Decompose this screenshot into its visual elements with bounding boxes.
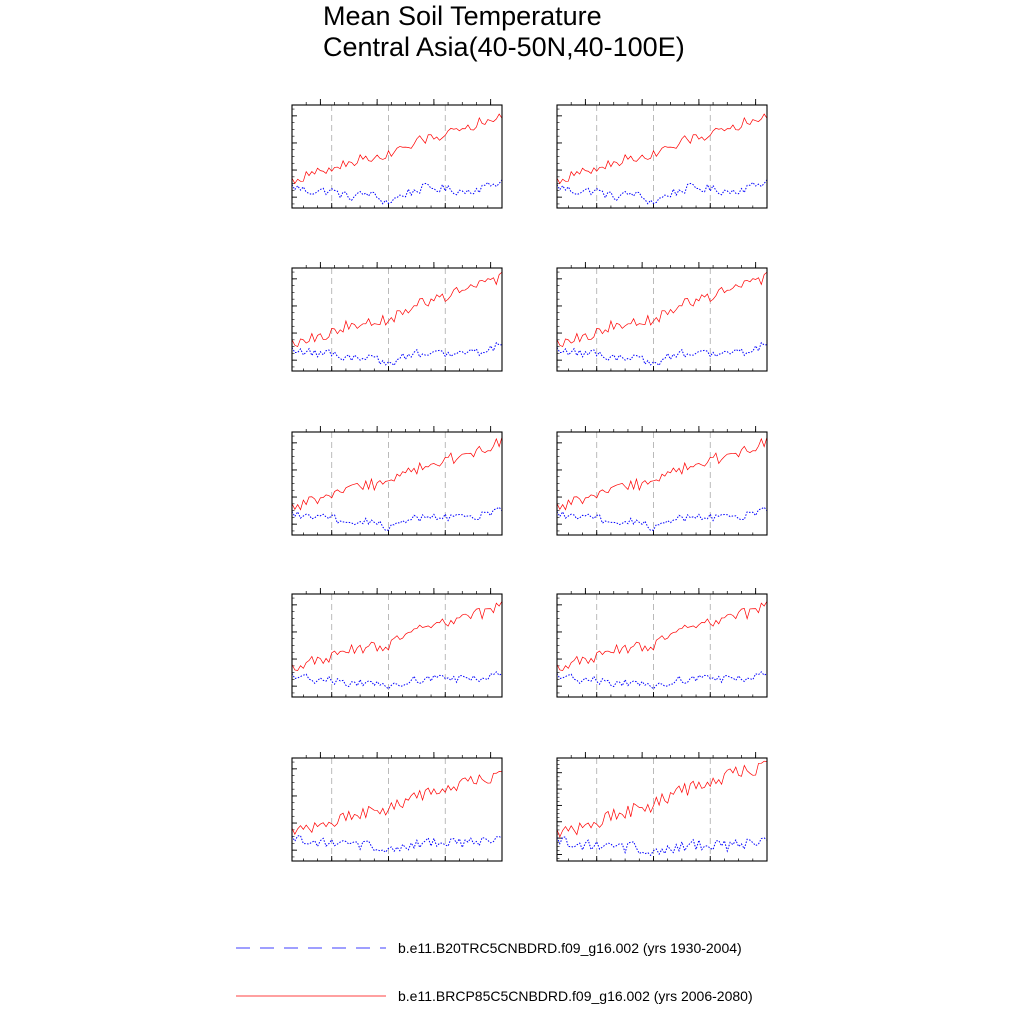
series-line-historical	[291, 835, 503, 853]
panel-1	[291, 99, 503, 209]
plot-frame	[291, 431, 503, 536]
panel-6	[556, 426, 768, 536]
series-line-future	[556, 601, 768, 671]
chart-title-line1: Mean Soil Temperature	[323, 1, 602, 31]
series-line-future	[556, 113, 768, 185]
legend: b.e11.B20TRC5CNBDRD.f09_g16.002 (yrs 193…	[236, 940, 753, 1004]
series-line-historical	[291, 671, 503, 690]
series-line-future	[291, 113, 503, 185]
panel-10	[556, 752, 768, 862]
series-line-historical	[556, 341, 768, 367]
series-line-future	[291, 601, 503, 671]
series-line-historical	[556, 671, 768, 690]
chart-title-line2: Central Asia(40-50N,40-100E)	[323, 32, 685, 62]
series-line-historical	[556, 506, 768, 532]
panel-8	[556, 588, 768, 698]
series-line-historical	[291, 506, 503, 532]
panel-3	[291, 262, 503, 372]
panel-4	[556, 262, 768, 372]
series-line-historical	[556, 836, 768, 857]
plot-frame	[291, 104, 503, 209]
plot-frame	[291, 593, 503, 698]
series-line-future	[556, 271, 768, 348]
panel-grid	[291, 99, 768, 862]
plot-frame	[556, 757, 768, 862]
series-line-historical	[291, 341, 503, 367]
series-line-historical	[291, 179, 503, 205]
series-line-future	[291, 271, 503, 348]
panel-9	[291, 752, 503, 862]
plot-frame	[556, 593, 768, 698]
panel-5	[291, 426, 503, 536]
series-line-future	[291, 771, 503, 835]
series-line-future	[291, 436, 503, 511]
panel-2	[556, 99, 768, 209]
plot-frame	[291, 757, 503, 862]
panel-7	[291, 588, 503, 698]
series-line-future	[556, 436, 768, 511]
plot-frame	[556, 104, 768, 209]
series-line-historical	[556, 179, 768, 205]
plot-frame	[291, 267, 503, 372]
series-line-future	[556, 760, 768, 838]
plot-frame	[556, 431, 768, 536]
legend-label-historical: b.e11.B20TRC5CNBDRD.f09_g16.002 (yrs 193…	[398, 940, 742, 956]
legend-label-future: b.e11.BRCP85C5CNBDRD.f09_g16.002 (yrs 20…	[398, 988, 753, 1004]
plot-frame	[556, 267, 768, 372]
